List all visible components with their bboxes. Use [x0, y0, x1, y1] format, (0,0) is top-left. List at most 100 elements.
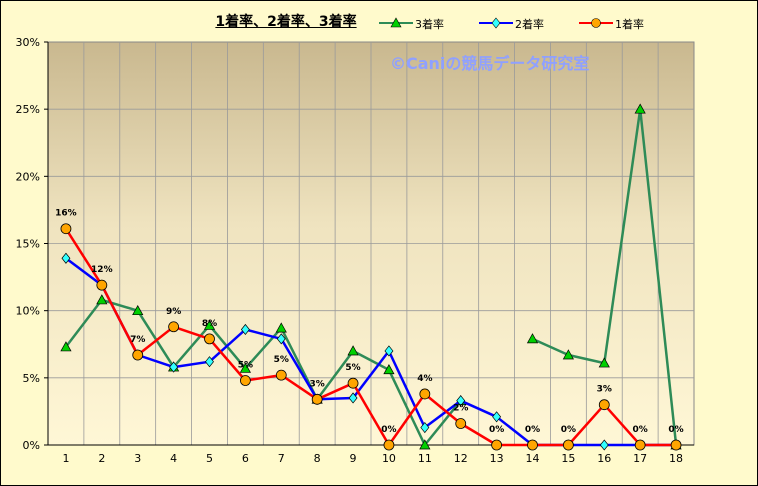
data-point-circle [132, 349, 144, 361]
data-point-circle [311, 393, 323, 405]
x-tick-label: 10 [382, 452, 396, 465]
y-tick-label: 30% [16, 36, 40, 49]
data-point-circle [598, 399, 610, 411]
data-label: 9% [166, 307, 181, 317]
legend-marker-triangle-icon [379, 17, 413, 28]
data-point-triangle [60, 341, 72, 352]
data-point-diamond [492, 411, 502, 423]
data-point-diamond [240, 323, 250, 336]
data-point-circle [275, 369, 287, 381]
x-tick-label: 8 [314, 452, 321, 465]
x-tick-label: 6 [242, 452, 249, 465]
data-point-circle [670, 439, 682, 451]
y-tick-label: 0% [23, 439, 40, 452]
x-tick-label: 9 [350, 452, 357, 465]
x-tick-label: 12 [454, 452, 468, 465]
data-labels: 16% 12% 7% 9% 8% 5% 5% 3% 5% 0% 4% 2% 0% 0% 0% 3% 0% 0% [55, 209, 684, 435]
x-tick-label: 16 [597, 452, 611, 465]
x-tick-label: 14 [526, 452, 540, 465]
x-tick-label: 17 [633, 452, 647, 465]
data-label: 0% [489, 425, 504, 435]
data-label: 0% [668, 425, 683, 435]
data-label: 0% [561, 425, 576, 435]
data-point-circle [60, 223, 72, 235]
series-line [65, 257, 677, 447]
x-tick-label: 5 [206, 452, 213, 465]
data-point-circle [383, 439, 395, 451]
x-tick-label: 18 [669, 452, 683, 465]
data-label: 0% [381, 425, 396, 435]
data-point-circle [562, 439, 574, 451]
data-point-triangle [132, 304, 144, 316]
data-point-diamond [276, 333, 286, 345]
y-tick-label: 20% [16, 170, 40, 183]
x-tick-label: 11 [418, 452, 432, 465]
legend-label-place2: 2着率 [515, 18, 544, 31]
data-label: 16% [55, 209, 77, 219]
series-line [64, 228, 677, 447]
data-point-diamond [205, 356, 214, 368]
data-label: 12% [91, 265, 113, 275]
data-point-triangle [562, 349, 574, 360]
data-point-diamond [61, 252, 71, 264]
y-tick-label: 15% [16, 238, 40, 251]
legend-label-place3: 3着率 [415, 18, 444, 31]
data-point-circle [455, 418, 467, 429]
legend-label-place1: 1着率 [615, 18, 644, 31]
data-point-triangle [526, 333, 539, 344]
x-tick-label: 3 [134, 452, 141, 465]
data-point-circle [347, 377, 359, 389]
data-point-triangle [634, 103, 646, 114]
data-point-triangle [347, 345, 359, 356]
series-group [60, 223, 682, 451]
data-point-diamond [348, 392, 358, 404]
x-tick-label: 15 [561, 452, 575, 465]
data-label: 2% [453, 404, 468, 414]
gridlines [48, 42, 694, 445]
chart-title: 1着率、2着率、3着率 [215, 14, 357, 30]
data-point-diamond [169, 361, 179, 373]
series-line [64, 298, 462, 447]
data-point-circle [239, 375, 251, 386]
x-tick-label: 2 [98, 452, 105, 465]
data-point-circle [634, 439, 646, 451]
x-tick-label: 13 [490, 452, 504, 465]
data-point-triangle [383, 364, 395, 375]
data-label: 3% [597, 385, 612, 395]
data-point-triangle [275, 322, 287, 333]
y-tick-label: 5% [23, 372, 40, 385]
data-point-circle [419, 388, 431, 400]
data-label: 3% [310, 379, 325, 389]
data-point-diamond [599, 439, 609, 451]
data-label: 5% [345, 363, 360, 373]
data-point-circle [204, 333, 215, 345]
data-point-diamond [384, 345, 394, 357]
series-layer [60, 103, 682, 451]
data-label: 0% [525, 425, 540, 435]
data-point-triangle [419, 439, 431, 450]
data-point-diamond [456, 395, 466, 407]
data-label: 7% [130, 335, 145, 345]
x-tick-label: 4 [170, 452, 177, 465]
data-point-circle [168, 321, 180, 333]
data-label: 5% [238, 361, 253, 371]
x-tick-label: 7 [278, 452, 285, 465]
data-point-triangle [598, 357, 610, 368]
y-tick-label: 25% [16, 103, 40, 116]
x-tick-label: 1 [62, 452, 69, 465]
data-point-triangle [203, 319, 216, 330]
data-label: 0% [633, 425, 648, 435]
data-point-circle [491, 439, 503, 451]
watermark-text: ©Caniの競馬データ研究室 [390, 54, 590, 73]
data-point-circle [527, 439, 538, 451]
legend-marker-diamond-icon [479, 17, 513, 29]
data-label: 5% [274, 355, 289, 365]
data-point-triangle [96, 294, 108, 305]
data-point-triangle [239, 362, 251, 373]
legend-marker-circle-icon [579, 18, 613, 28]
y-tick-label: 10% [16, 305, 40, 318]
data-point-circle [96, 279, 108, 291]
data-point-diamond [420, 421, 430, 434]
data-label: 4% [417, 374, 432, 384]
